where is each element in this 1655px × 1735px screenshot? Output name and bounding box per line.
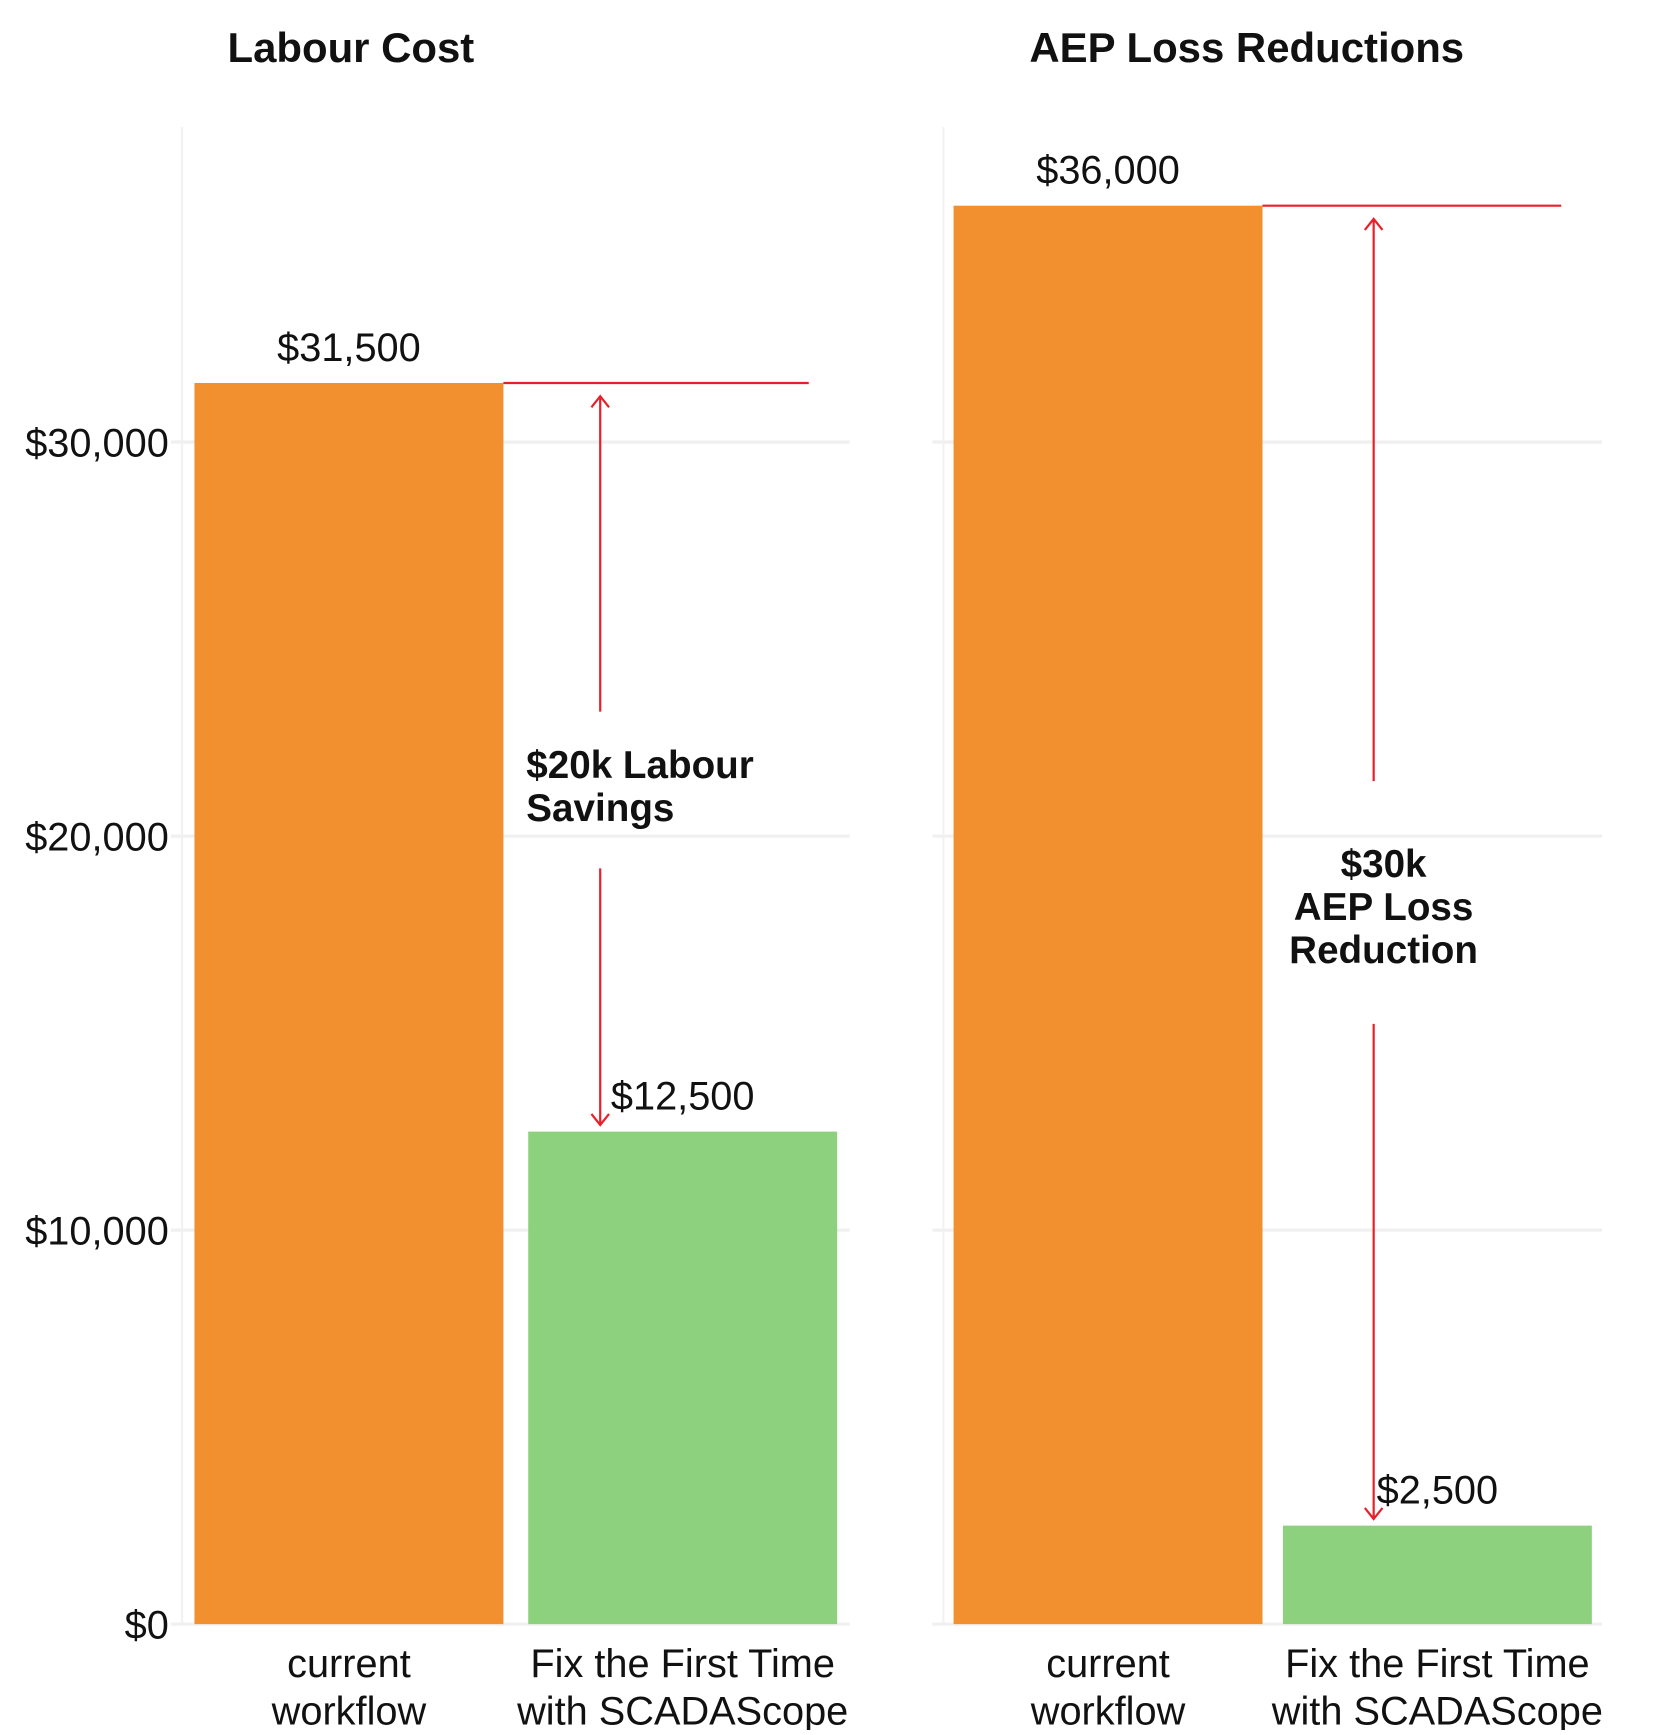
- y-tick-label: $0: [125, 1603, 169, 1647]
- y-tick-label: $10,000: [25, 1209, 169, 1253]
- difference-arrow: [590, 394, 610, 1127]
- bar: [1282, 1525, 1592, 1625]
- x-tick-label: current workflow: [271, 1640, 427, 1731]
- bar: [953, 205, 1263, 1625]
- value-label: $12,500: [611, 1075, 755, 1119]
- chart-title: Labour Cost: [227, 24, 474, 71]
- x-tick-label: current workflow: [1030, 1640, 1186, 1731]
- annotation: $30k AEP Loss Reduction: [1289, 842, 1478, 973]
- bar: [528, 1131, 838, 1625]
- value-label: $36,000: [1036, 149, 1180, 193]
- y-tick-label: $20,000: [25, 815, 169, 859]
- value-label: $31,500: [277, 326, 421, 370]
- x-tick-label: Fix the First Time with SCADAScope: [517, 1640, 849, 1731]
- chart-title: AEP Loss Reductions: [1029, 24, 1464, 71]
- bar: [194, 382, 504, 1625]
- value-label: $2,500: [1377, 1469, 1498, 1513]
- difference-arrow: [1363, 217, 1384, 1521]
- x-tick-label: Fix the First Time with SCADAScope: [1271, 1640, 1603, 1731]
- annotation: $20k Labour Savings: [526, 743, 754, 830]
- y-tick-label: $30,000: [25, 421, 169, 465]
